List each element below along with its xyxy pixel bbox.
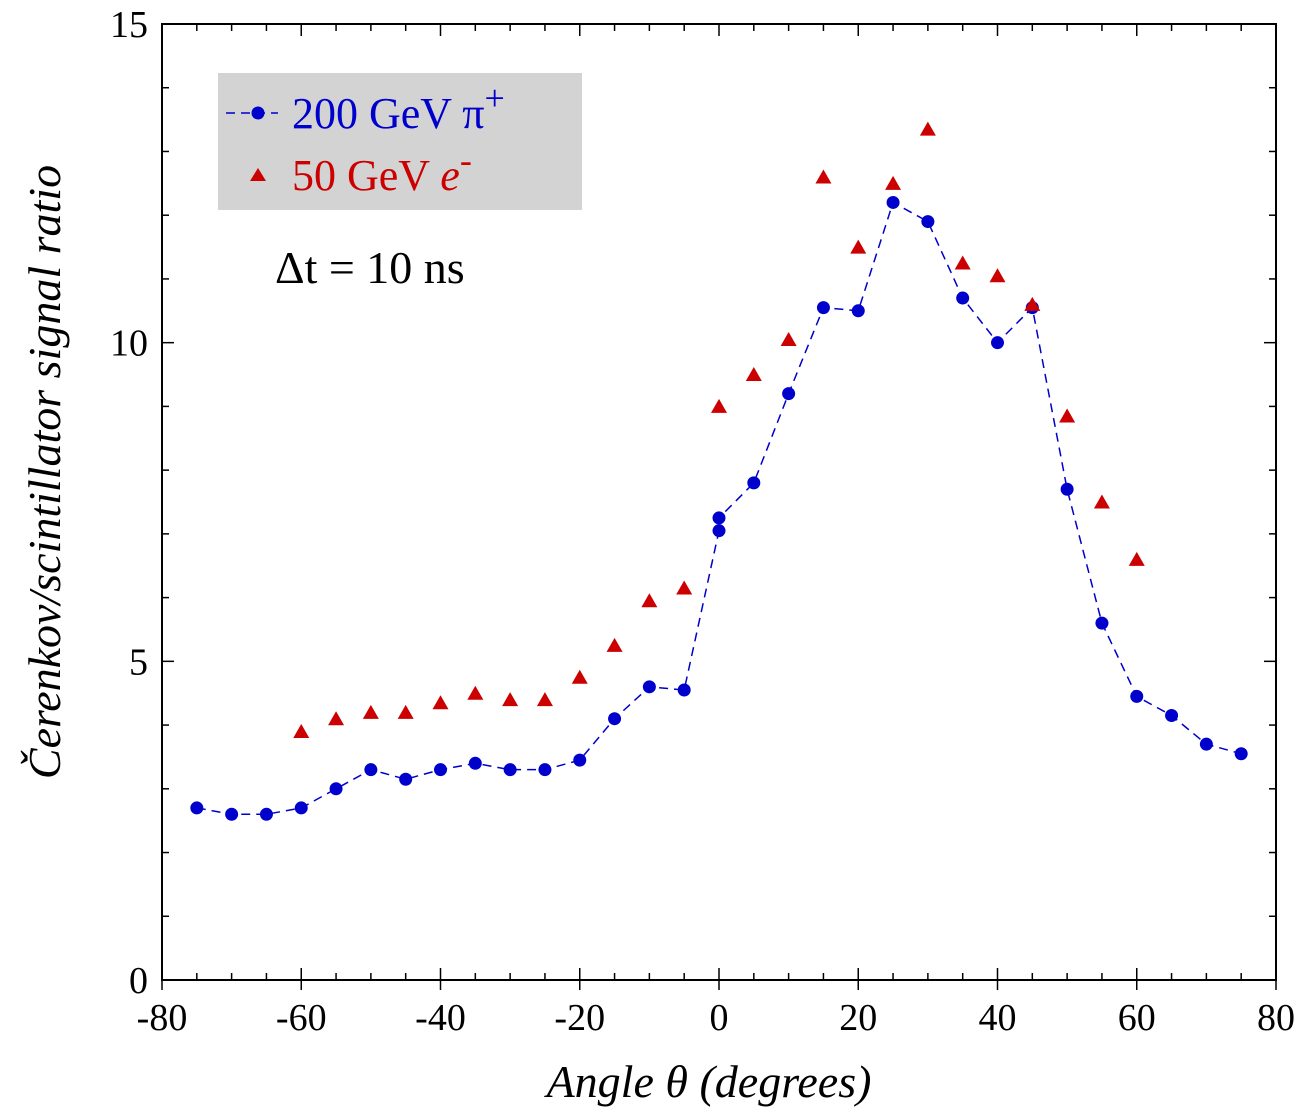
data-point bbox=[1199, 737, 1213, 751]
data-point bbox=[1024, 296, 1041, 311]
series-pion bbox=[190, 195, 1248, 821]
data-point bbox=[711, 398, 727, 413]
legend: 200 GeV π+50 GeV e- bbox=[218, 73, 582, 210]
data-point bbox=[364, 763, 378, 777]
data-point bbox=[294, 801, 308, 815]
data-point bbox=[641, 593, 658, 608]
data-point bbox=[676, 580, 693, 595]
data-point bbox=[1060, 482, 1074, 496]
series-group bbox=[190, 121, 1248, 821]
data-point bbox=[397, 704, 414, 719]
data-point bbox=[851, 304, 865, 318]
data-point bbox=[1130, 689, 1144, 703]
data-point bbox=[991, 336, 1004, 350]
x-tick-label: 0 bbox=[710, 997, 729, 1039]
y-axis-title: Čerenkov/scintillator signal ratio bbox=[19, 165, 70, 779]
x-tick-label: -80 bbox=[137, 997, 188, 1039]
data-point bbox=[815, 169, 832, 184]
data-point bbox=[677, 683, 691, 697]
data-point bbox=[573, 753, 587, 767]
data-point bbox=[190, 801, 204, 815]
data-point bbox=[782, 387, 796, 401]
data-point bbox=[293, 723, 310, 738]
axes: -80 -60 -40 -20 0 20 40 60 80 0 5 10 15 bbox=[110, 4, 1295, 1039]
annotation-delta-t: Δt = 10 ns bbox=[275, 242, 465, 293]
y-tick-label: 15 bbox=[110, 4, 148, 46]
y-tick-label: 0 bbox=[129, 960, 148, 1002]
data-point bbox=[503, 763, 517, 777]
data-point bbox=[919, 121, 936, 136]
data-point bbox=[606, 637, 623, 652]
data-point bbox=[434, 763, 447, 777]
legend-marker-pion bbox=[251, 106, 265, 120]
data-point bbox=[536, 692, 553, 707]
data-point bbox=[468, 756, 482, 770]
data-point bbox=[1059, 408, 1076, 423]
data-point bbox=[1095, 616, 1109, 630]
data-point bbox=[816, 301, 830, 315]
data-point bbox=[1165, 709, 1179, 723]
legend-box bbox=[218, 73, 582, 210]
data-point bbox=[571, 669, 588, 684]
x-tick-label: 60 bbox=[1118, 997, 1156, 1039]
y-tick-label: 10 bbox=[110, 323, 148, 365]
data-point bbox=[956, 291, 970, 305]
x-tick-label: -60 bbox=[276, 997, 327, 1039]
legend-label-electron: 50 GeV e- bbox=[292, 140, 472, 200]
series-line bbox=[196, 201, 1242, 816]
data-point bbox=[432, 695, 449, 710]
data-point bbox=[1093, 494, 1110, 509]
data-point bbox=[362, 704, 379, 719]
x-tick-label: -40 bbox=[415, 997, 466, 1039]
data-point bbox=[1234, 747, 1248, 761]
data-point bbox=[712, 511, 726, 525]
legend-label-pion: 200 GeV π+ bbox=[292, 78, 505, 138]
data-point bbox=[225, 807, 239, 821]
data-point bbox=[328, 711, 345, 726]
x-axis-title: Angle θ (degrees) bbox=[544, 1056, 872, 1107]
data-point bbox=[399, 772, 413, 786]
data-point bbox=[850, 239, 867, 254]
data-point bbox=[989, 268, 1006, 283]
legend-marker-electron bbox=[250, 168, 266, 181]
x-tick-label: 20 bbox=[839, 997, 877, 1039]
data-point bbox=[538, 763, 552, 777]
data-point bbox=[886, 195, 900, 209]
data-point bbox=[745, 367, 762, 382]
data-point bbox=[642, 680, 656, 694]
data-point bbox=[467, 685, 484, 700]
data-point bbox=[1128, 551, 1145, 566]
data-point bbox=[712, 524, 726, 538]
data-point bbox=[502, 692, 519, 707]
data-point bbox=[259, 807, 273, 821]
data-point bbox=[747, 476, 761, 490]
data-point bbox=[921, 215, 935, 229]
data-point bbox=[954, 255, 971, 270]
x-tick-label: 80 bbox=[1257, 997, 1295, 1039]
x-tick-label: -20 bbox=[554, 997, 605, 1039]
data-point bbox=[608, 712, 622, 726]
y-tick-label: 5 bbox=[129, 641, 148, 683]
series-electron bbox=[293, 121, 1145, 738]
data-point bbox=[329, 782, 343, 796]
data-point bbox=[885, 175, 902, 190]
data-point bbox=[780, 331, 797, 346]
x-tick-label: 40 bbox=[979, 997, 1017, 1039]
